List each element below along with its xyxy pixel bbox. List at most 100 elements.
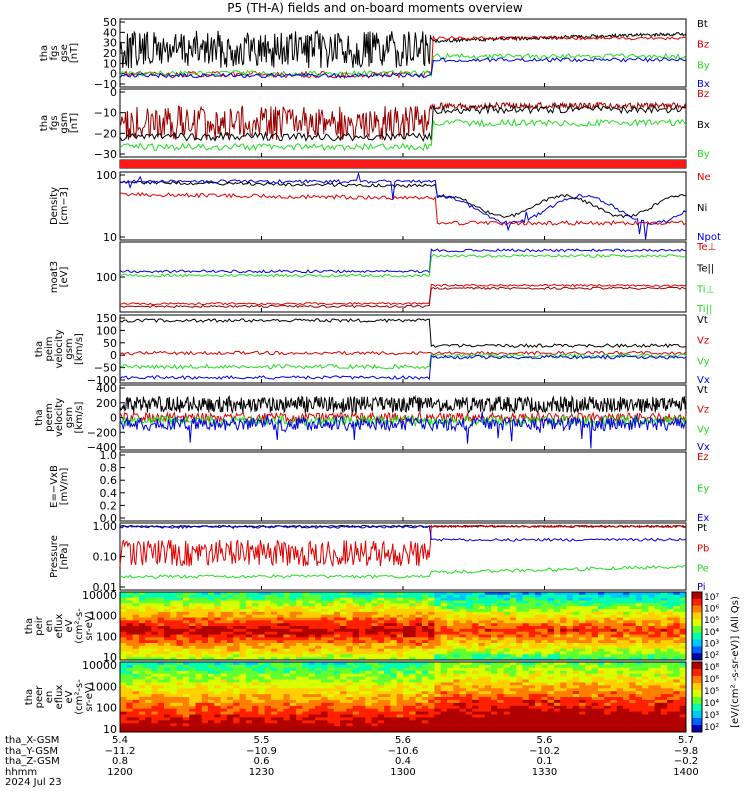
spectrogram-cell — [654, 654, 662, 658]
spectrogram-cell — [277, 603, 284, 607]
trace-by-gsm — [119, 118, 687, 152]
spectrogram-cell — [403, 714, 410, 718]
spectrogram-cell — [239, 711, 247, 715]
spectrogram-cell — [654, 637, 662, 641]
spectrogram-cell — [233, 699, 240, 704]
colorbar-segment — [692, 653, 702, 661]
spectrogram-cell — [421, 594, 429, 599]
ephemeris-value: −10.6 — [387, 745, 419, 757]
spectrogram-cell — [679, 606, 687, 610]
spectrogram-cell — [604, 609, 611, 613]
spectrogram-cell — [377, 631, 385, 635]
spectrogram-cell — [182, 664, 190, 669]
spectrogram-cell — [421, 726, 429, 730]
ephemeris-row: hhmm 1200 1230 1300 1330 1400 — [5, 766, 735, 779]
spectrogram-cell — [585, 691, 593, 695]
y-axis-label: [cm−3] — [59, 187, 70, 225]
spectrogram-cell — [547, 600, 555, 604]
spectrogram-cell — [283, 711, 291, 715]
spectrogram-cell — [472, 611, 479, 616]
spectrogram-cell — [528, 673, 536, 678]
spectrogram-cell — [233, 697, 240, 701]
spectrogram-cell — [528, 708, 536, 713]
spectrogram-cell — [138, 592, 146, 596]
spectrogram-cell — [541, 628, 549, 633]
spectrogram-cell — [403, 592, 410, 596]
spectrogram-cell — [553, 711, 561, 715]
spectrogram-cell — [459, 667, 467, 672]
spectrogram-cell — [553, 697, 561, 701]
spectrogram-cell — [610, 603, 618, 607]
spectrogram-cell — [673, 617, 681, 621]
spectrogram-cell — [535, 664, 542, 669]
spectrogram-cell — [340, 637, 347, 641]
spectrogram-cell — [226, 697, 234, 701]
spectrogram-cell — [352, 609, 360, 613]
spectrogram-cell — [302, 609, 310, 613]
spectrogram-cell — [673, 597, 681, 601]
spectrogram-cell — [623, 634, 630, 638]
spectrogram-cell — [465, 699, 473, 704]
spectrogram-cell — [642, 708, 649, 713]
spectrogram-cell — [528, 682, 536, 686]
spectrogram-cell — [616, 623, 624, 627]
y-tick-label: 100 — [96, 271, 117, 284]
spectrogram-cell — [296, 628, 303, 633]
spectrogram-cell — [497, 729, 505, 733]
spectrogram-cell — [390, 662, 398, 666]
spectrogram-cell — [491, 645, 498, 650]
spectrogram-cell — [333, 603, 341, 607]
spectrogram-cell — [302, 699, 310, 704]
ephemeris-label: tha_Z-GSM — [5, 756, 60, 767]
spectrogram-cell — [541, 640, 549, 644]
spectrogram-cell — [648, 651, 656, 655]
spectrogram-cell — [302, 705, 310, 710]
spectrogram-cell — [522, 643, 530, 647]
spectrogram-cell — [604, 682, 611, 686]
spectrogram-cell — [151, 676, 159, 680]
spectrogram-cell — [434, 682, 442, 686]
spectrogram-cell — [384, 631, 391, 635]
spectrogram-cell — [365, 634, 373, 638]
spectrogram-cell — [327, 708, 335, 713]
spectrogram-cell — [176, 667, 184, 672]
spectrogram-cell — [164, 597, 171, 601]
spectrogram-cell — [132, 643, 140, 647]
spectrogram-cell — [396, 603, 404, 607]
spectrogram-cell — [623, 611, 630, 616]
spectrogram-cell — [245, 682, 253, 686]
spectrogram-cell — [239, 628, 247, 633]
spectrogram-cell — [176, 694, 184, 698]
spectrogram-cell — [484, 708, 492, 713]
spectrogram-cell — [428, 611, 435, 616]
spectrogram-cell — [170, 670, 178, 675]
spectrogram-cell — [277, 654, 284, 658]
spectrogram-cell — [365, 637, 373, 641]
spectrogram-cell — [635, 637, 643, 641]
spectrogram-cell — [390, 729, 398, 733]
ephemeris-value: −11.2 — [104, 745, 136, 757]
y-axis-label: moat3 — [49, 261, 60, 293]
spectrogram-cell — [547, 609, 555, 613]
spectrogram-cell — [434, 699, 442, 704]
spectrogram-cell — [138, 606, 146, 610]
spectrogram-cell — [484, 720, 492, 724]
spectrogram-cell — [365, 611, 373, 616]
spectrogram-cell — [390, 645, 398, 650]
spectrogram-cell — [226, 631, 234, 635]
spectrogram-cell — [277, 688, 284, 692]
spectrogram-cell — [642, 682, 649, 686]
spectrogram-cell — [648, 594, 656, 599]
spectrogram-cell — [503, 676, 511, 680]
spectrogram-cell — [560, 682, 567, 686]
spectrogram-cell — [289, 594, 297, 599]
spectrogram-cell — [503, 631, 511, 635]
ephemeris-label: hhmm — [5, 766, 38, 778]
spectrogram-cell — [434, 657, 442, 661]
spectrogram-cell — [333, 648, 341, 652]
spectrogram-cell — [673, 694, 681, 698]
spectrogram-cell — [377, 645, 385, 650]
spectrogram-cell — [270, 694, 278, 698]
spectrogram-cell — [182, 611, 190, 616]
spectrogram-cell — [359, 711, 366, 715]
